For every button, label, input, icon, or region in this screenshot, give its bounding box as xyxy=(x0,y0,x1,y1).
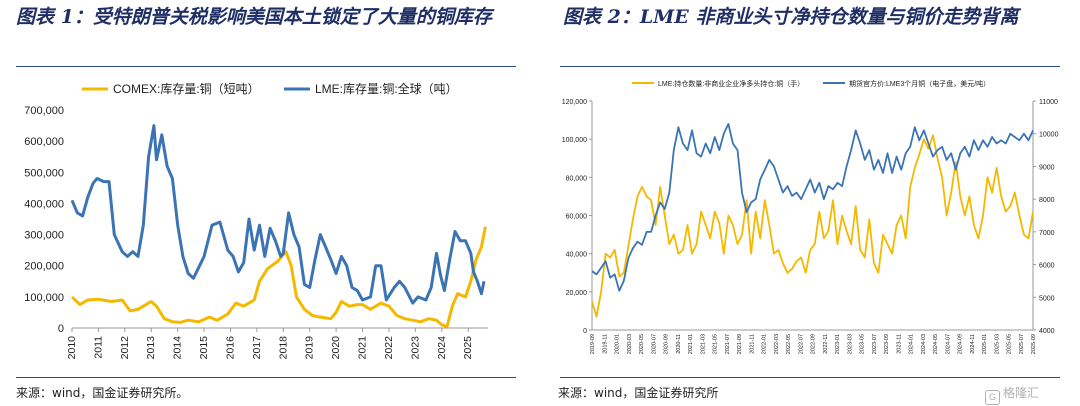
series-line-lme xyxy=(70,124,486,305)
y-tick-label: 300,000 xyxy=(24,230,64,242)
legend-label: LME:库存量:铜:全球（吨） xyxy=(315,81,458,96)
legend-label: 期货官方价:LME3个月铜（电子盘，美元/吨） xyxy=(849,79,990,88)
chart-right-lme-positions: 0 20,000 40,000 60,000 80,000 100,000 120,000 4… xyxy=(562,79,1059,354)
series-line-comex xyxy=(70,226,487,328)
x-tick-label: 2015 xyxy=(198,336,210,360)
y-right-tick-label: 11000 xyxy=(1039,99,1058,106)
x-tick-label: 2022-07 xyxy=(798,334,804,354)
x-tick-label: 2023-03 xyxy=(847,334,853,354)
x-tick-label: 2021-07 xyxy=(725,334,731,354)
y-left-tick-label: 20,000 xyxy=(566,290,588,297)
x-tick-label: 2021-03 xyxy=(700,334,706,354)
y-right-tick-label: 9000 xyxy=(1039,164,1055,171)
x-tick-label: 2021-09 xyxy=(737,334,743,354)
x-tick-label: 2022-01 xyxy=(762,334,768,354)
x-tick-label: 2020-09 xyxy=(664,334,670,354)
x-tick-label: 2024 xyxy=(436,336,448,360)
y-left-tick-label: 100,000 xyxy=(562,137,587,144)
chart-title-left: 图表 1：受特朗普关税影响美国本土锁定了大量的铜库存 xyxy=(16,6,492,28)
y-right-tick-label: 7000 xyxy=(1039,230,1055,237)
x-tick-label: 2020-03 xyxy=(627,334,633,354)
x-tick-label: 2021-11 xyxy=(749,334,755,354)
x-tick-label: 2021-05 xyxy=(713,334,719,354)
x-tick-label: 2024-05 xyxy=(933,334,939,354)
x-tick-label: 2025-01 xyxy=(982,334,988,354)
x-tick-label: 2024-03 xyxy=(921,334,927,354)
x-tick-label: 2020 xyxy=(330,336,342,360)
y-left-tick-label: 0 xyxy=(583,328,587,335)
x-tick-label: 2019-11 xyxy=(602,334,608,354)
x-tick-label: 2014 xyxy=(172,336,184,360)
y-tick-label: 400,000 xyxy=(24,198,64,210)
x-tick-label: 2023-05 xyxy=(860,334,866,354)
top-rule-left xyxy=(16,66,516,67)
x-tick-label: 2022-11 xyxy=(823,334,829,354)
x-tick-label: 2019-09 xyxy=(590,334,596,354)
x-tick-label: 2016 xyxy=(224,336,236,360)
x-tick-label: 2024-11 xyxy=(970,334,976,354)
x-tick-label: 2022-05 xyxy=(786,334,792,354)
y-left-tick-label: 80,000 xyxy=(566,175,588,182)
chart-left-copper-inventory: 0 100,000 200,000 300,000 400,000 500,000 600,… xyxy=(24,81,488,360)
x-tick-label: 2025-05 xyxy=(1007,334,1013,354)
x-tick-label: 2020-07 xyxy=(651,334,657,354)
x-tick-label: 2025-09 xyxy=(1031,334,1037,354)
top-rule-right xyxy=(560,66,1060,67)
x-tick-label: 2010 xyxy=(66,336,78,360)
bottom-rule-left xyxy=(16,377,516,378)
y-right-tick-label: 4000 xyxy=(1039,328,1055,335)
x-tick-label: 2021 xyxy=(357,336,369,360)
y-left-tick-label: 60,000 xyxy=(566,214,588,221)
legend-label: COMEX:库存量:铜（短吨） xyxy=(113,81,260,96)
x-tick-label: 2013 xyxy=(145,336,157,360)
source-note-right: 来源：wind，国金证券研究所 xyxy=(558,386,719,400)
x-tick-label: 2020-11 xyxy=(676,334,682,354)
x-tick-label: 2022 xyxy=(383,336,395,360)
x-tick-label: 2021-01 xyxy=(688,334,694,354)
x-tick-label: 2024-09 xyxy=(958,334,964,354)
watermark: G 格隆汇 xyxy=(985,384,1039,405)
x-tick-label: 2024-07 xyxy=(945,334,951,354)
y-right-tick-label: 5000 xyxy=(1039,295,1055,302)
x-tick-label: 2025-07 xyxy=(1019,334,1025,354)
x-tick-label: 2011 xyxy=(92,336,104,359)
x-tick-label: 2020-05 xyxy=(639,334,645,354)
y-left-tick-label: 40,000 xyxy=(566,252,588,259)
x-tick-label: 2018 xyxy=(277,336,289,360)
y-tick-label: 0 xyxy=(58,323,64,335)
x-tick-label: 2024-01 xyxy=(909,334,915,354)
y-tick-label: 500,000 xyxy=(24,167,64,179)
x-tick-label: 2023-01 xyxy=(835,334,841,354)
x-tick-label: 2012 xyxy=(119,336,131,360)
y-right-tick-label: 6000 xyxy=(1039,263,1055,270)
chart-title-right: 图表 2：LME 非商业头寸净持仓数量与铜价走势背离 xyxy=(563,6,1019,28)
x-tick-label: 2023-07 xyxy=(872,334,878,354)
x-tick-label: 2025 xyxy=(462,336,474,360)
x-tick-label: 2022-09 xyxy=(811,334,817,354)
y-tick-label: 100,000 xyxy=(24,292,64,304)
series-line-lme-price xyxy=(591,123,1034,292)
bottom-rule-right xyxy=(560,377,1060,378)
source-note-left: 来源：wind，国金证券研究所。 xyxy=(16,386,189,400)
x-tick-label: 2025-03 xyxy=(994,334,1000,354)
y-left-tick-label: 120,000 xyxy=(562,99,587,106)
x-tick-label: 2022-03 xyxy=(774,334,780,354)
watermark-text: 格隆汇 xyxy=(1003,386,1040,400)
y-tick-label: 600,000 xyxy=(24,136,64,148)
logo-icon: G xyxy=(985,390,1000,405)
x-tick-label: 2020-01 xyxy=(615,334,621,354)
y-tick-label: 200,000 xyxy=(24,261,64,273)
x-tick-label: 2017 xyxy=(251,336,263,360)
x-tick-label: 2023-09 xyxy=(884,334,890,354)
y-tick-label: 700,000 xyxy=(24,105,64,117)
y-right-tick-label: 8000 xyxy=(1039,197,1055,204)
y-right-tick-label: 10000 xyxy=(1039,132,1059,139)
series-line-net-position xyxy=(591,134,1034,318)
x-tick-label: 2023-11 xyxy=(896,334,902,354)
x-tick-label: 2023 xyxy=(409,336,421,360)
x-tick-label: 2019 xyxy=(304,336,316,360)
legend-label: LME:持仓数量:非商业企业净多头持仓:铜（手） xyxy=(658,79,804,88)
